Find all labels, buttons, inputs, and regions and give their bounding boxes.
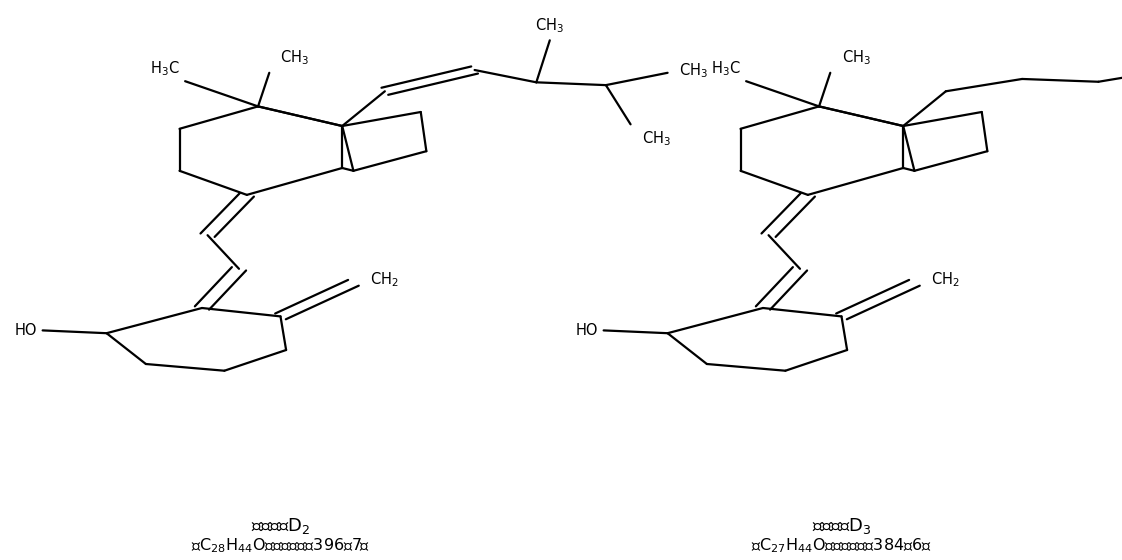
Text: CH$_2$: CH$_2$ [370, 270, 399, 290]
Text: H$_3$C: H$_3$C [150, 60, 180, 78]
Text: （C$_{28}$H$_{44}$O、　分子量＝396．7）: （C$_{28}$H$_{44}$O、 分子量＝396．7） [191, 536, 370, 556]
Text: CH$_3$: CH$_3$ [642, 129, 671, 147]
Text: HO: HO [15, 323, 37, 338]
Text: CH$_3$: CH$_3$ [535, 16, 564, 35]
Text: （C$_{27}$H$_{44}$O、　分子量＝384．6）: （C$_{27}$H$_{44}$O、 分子量＝384．6） [751, 536, 932, 556]
Text: CH$_3$: CH$_3$ [280, 49, 310, 67]
Text: H$_3$C: H$_3$C [711, 60, 741, 78]
Text: ビタミンD$_3$: ビタミンD$_3$ [812, 516, 871, 536]
Text: CH$_3$: CH$_3$ [679, 62, 708, 81]
Text: HO: HO [576, 323, 598, 338]
Text: CH$_2$: CH$_2$ [931, 270, 960, 290]
Text: CH$_3$: CH$_3$ [842, 49, 871, 67]
Text: ビタミンD$_2$: ビタミンD$_2$ [251, 516, 310, 536]
